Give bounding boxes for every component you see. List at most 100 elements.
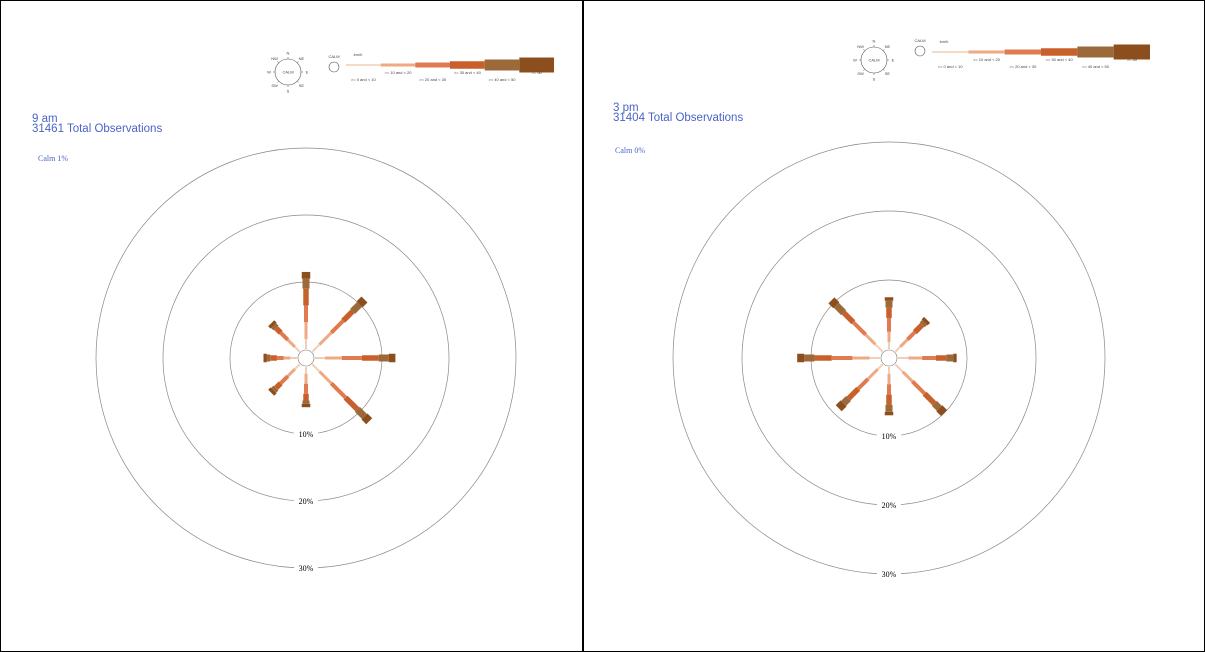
legend-compass-dir: SE xyxy=(299,83,305,88)
ring-label: 20% xyxy=(299,497,314,506)
spoke-segment-sw xyxy=(286,368,296,378)
legend-bin-label: >= 40 and < 50 xyxy=(1082,64,1110,69)
spoke-segment-nw xyxy=(841,310,856,325)
legend-compass-center: CALM xyxy=(868,58,879,63)
calm-circle xyxy=(297,349,315,367)
spoke-segment-ne xyxy=(341,309,355,323)
calm-circle xyxy=(880,349,898,367)
spoke-segment-ne xyxy=(919,319,928,328)
spoke-segment-se xyxy=(329,381,347,399)
legend-compass-dir: SW xyxy=(271,83,278,88)
legend-unit: km/h xyxy=(940,39,949,44)
legend-bin-swatch xyxy=(346,64,381,66)
spoke-segment-nw xyxy=(294,346,301,353)
spoke-segment-ne xyxy=(356,296,368,308)
spoke-segment-sw xyxy=(268,387,277,396)
spoke-segment-n xyxy=(885,300,893,308)
legend-compass-dir: N xyxy=(873,39,876,44)
spoke-segment-nw xyxy=(279,331,290,342)
legend-compass-center: CALM xyxy=(282,70,293,75)
ring-label: 20% xyxy=(882,501,897,510)
legend-compass-tick xyxy=(863,49,865,51)
ring-label: 30% xyxy=(299,564,314,573)
spoke-segment-e xyxy=(898,357,909,359)
spoke-segment-se xyxy=(311,363,321,373)
spoke-segment-e xyxy=(315,357,326,359)
spoke-segment-sw xyxy=(294,363,301,370)
spoke-segment-n xyxy=(301,271,311,279)
spoke-segment-n xyxy=(302,278,310,289)
spoke-segment-n xyxy=(304,305,308,323)
spoke-segment-n xyxy=(887,331,891,343)
spoke-segment-ne xyxy=(894,346,901,353)
spoke-segment-n xyxy=(304,322,308,339)
legend-compass-dir: S xyxy=(287,89,290,94)
spoke-segment-s xyxy=(888,367,890,374)
spoke-segment-nw xyxy=(286,338,296,348)
spoke-segment-ne xyxy=(350,301,363,314)
legend-compass-dir: NW xyxy=(857,44,864,49)
spoke-segment-se xyxy=(894,363,904,373)
spoke-segment-se xyxy=(361,413,373,425)
legend-bin-swatch xyxy=(484,59,520,71)
spoke-segment-nw xyxy=(271,323,279,331)
ring-label: 10% xyxy=(882,432,897,441)
panel-subtitle: 31404 Total Observations xyxy=(613,112,744,124)
legend-bin-swatch xyxy=(450,61,485,69)
spoke-segment-ne xyxy=(906,330,917,341)
spoke-segment-w xyxy=(804,354,815,362)
spoke-segment-se xyxy=(901,370,914,383)
legend-compass-dir: W xyxy=(267,70,271,75)
spoke-segment-e xyxy=(341,356,362,360)
spoke-segment-e xyxy=(378,354,389,362)
spoke-segment-ne xyxy=(912,322,925,335)
legend-bin-swatch xyxy=(932,51,969,53)
spoke-segment-sw xyxy=(274,381,283,390)
legend-compass-dir: N xyxy=(287,51,290,56)
spoke-segment-sw xyxy=(271,385,279,393)
spoke-segment-s xyxy=(887,373,891,385)
spoke-segment-se xyxy=(922,391,937,406)
legend-calm-circle xyxy=(914,45,926,57)
legend-bin-label: >= 30 and < 40 xyxy=(1046,57,1074,62)
legend-unit: km/h xyxy=(354,52,363,57)
spoke-segment-w xyxy=(814,355,832,361)
panel-title: 3 pm xyxy=(613,102,639,114)
legend-compass-dir: NW xyxy=(271,56,278,61)
spoke-segment-w xyxy=(276,356,284,360)
legend-bin-label: >= 20 and < 30 xyxy=(1009,64,1037,69)
spoke-segment-e xyxy=(935,355,947,361)
spoke-segment-n xyxy=(887,317,891,332)
spoke-segment-ne xyxy=(921,316,931,326)
spoke-segment-w xyxy=(869,357,880,359)
spoke-segment-se xyxy=(911,380,927,396)
spoke-segment-n xyxy=(884,297,894,301)
spoke-segment-n xyxy=(888,342,890,349)
legend-bin-label: >= 20 and < 30 xyxy=(419,77,447,82)
spoke-segment-e xyxy=(361,355,379,361)
ring-label-bg xyxy=(877,569,901,579)
spoke-segment-w xyxy=(797,353,805,363)
spoke-segment-n xyxy=(305,338,307,349)
spoke-segment-e xyxy=(946,354,954,362)
legend-bin-label: >= 40 and < 50 xyxy=(488,77,516,82)
spoke-segment-se xyxy=(936,405,948,417)
panel-title: 9 am xyxy=(32,113,58,125)
spoke-segment-w xyxy=(290,357,297,359)
spoke-segment-sw xyxy=(856,377,870,391)
legend-compass-dir: SW xyxy=(857,71,864,76)
spoke-segment-e xyxy=(388,353,396,363)
spoke-segment-w xyxy=(263,353,267,363)
legend-bin-label: >= 0 and < 10 xyxy=(938,64,964,69)
spoke-segment-sw xyxy=(877,363,884,370)
legend-compass-dir: NE xyxy=(885,44,891,49)
ring-label-bg xyxy=(294,563,318,573)
legend-calm-label: CALM xyxy=(328,54,339,59)
spoke-segment-s xyxy=(886,394,892,405)
legend-compass-dir: S xyxy=(873,77,876,82)
spoke-segment-s xyxy=(305,367,307,374)
spoke-segment-s xyxy=(302,400,310,404)
spoke-segment-sw xyxy=(866,368,879,381)
spoke-segment-s xyxy=(885,404,893,412)
spoke-segment-se xyxy=(343,395,360,412)
